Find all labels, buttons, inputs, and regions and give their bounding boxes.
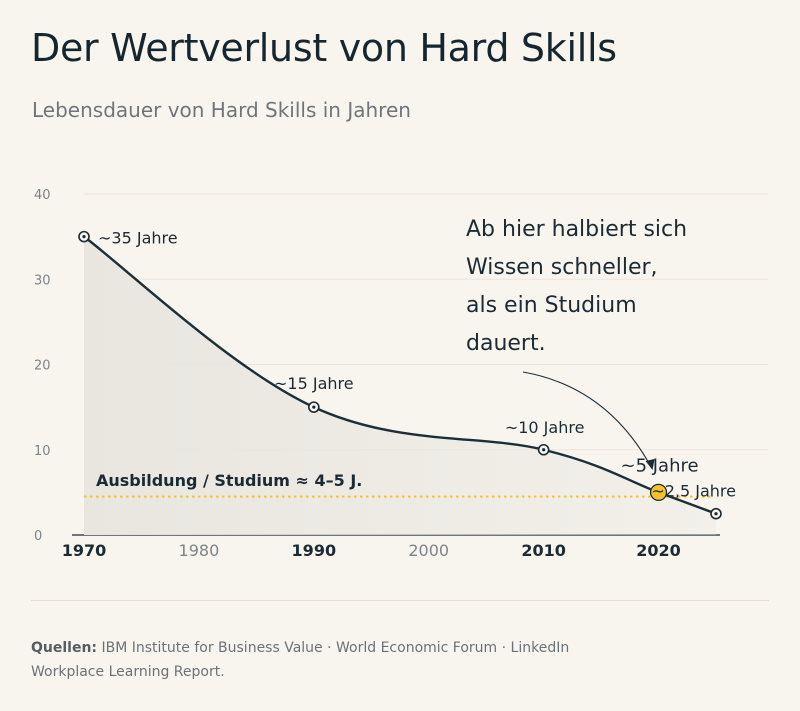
- y-tick-label-40: 40: [34, 188, 51, 203]
- y-tick-label-20: 20: [34, 359, 51, 374]
- annotation-line-2: Wissen schneller,: [466, 255, 658, 280]
- x-tick-label-2000: 2000: [408, 541, 449, 560]
- sources-text: IBM Institute for Business Value · World…: [31, 640, 570, 680]
- x-tick-label-2010: 2010: [521, 541, 566, 560]
- page-subtitle: Lebensdauer von Hard Skills in Jahren: [32, 98, 411, 122]
- data-point-2020: [649, 483, 668, 502]
- sources-footer: Quellen: IBM Institute for Business Valu…: [31, 636, 591, 684]
- data-label-1970: ~35 Jahre: [98, 229, 178, 248]
- annotation-line-4: dauert.: [466, 331, 546, 356]
- x-tick-label-1990: 1990: [292, 541, 337, 560]
- data-label-2010: ~10 Jahre: [505, 418, 585, 437]
- data-label-1990: ~15 Jahre: [274, 374, 354, 393]
- y-tick-label-10: 10: [34, 444, 51, 459]
- page-title: Der Wertverlust von Hard Skills: [31, 26, 617, 70]
- data-point-center-2010: [542, 448, 546, 452]
- footer-divider: [31, 600, 769, 601]
- data-point-center-1970: [82, 235, 86, 239]
- x-tick-label-2020: 2020: [636, 541, 681, 560]
- area-fill: [84, 236, 716, 535]
- line-chart: 0 10 20 30 40 1970 1980 1990 2000 2010 2020 Ausbild…: [34, 188, 768, 560]
- sources-label: Quellen:: [31, 640, 98, 656]
- annotation-line-3: als ein Studium: [466, 293, 637, 318]
- x-tick-label-1970: 1970: [62, 541, 107, 560]
- x-tick-label-1980: 1980: [179, 541, 220, 560]
- annotation-arrowhead: [645, 459, 655, 470]
- data-label-2020: ~5 Jahre: [620, 455, 698, 476]
- y-tick-label-30: 30: [34, 273, 51, 288]
- reference-line-label: Ausbildung / Studium ≈ 4–5 J.: [96, 471, 362, 490]
- data-label-2025: ~2,5 Jahre: [651, 482, 736, 501]
- data-point-center-1990: [312, 405, 316, 409]
- annotation-arrow: [522, 371, 652, 467]
- y-tick-label-0: 0: [34, 529, 42, 544]
- annotation-line-1: Ab hier halbiert sich: [466, 217, 687, 242]
- data-point-center-2025: [714, 512, 718, 516]
